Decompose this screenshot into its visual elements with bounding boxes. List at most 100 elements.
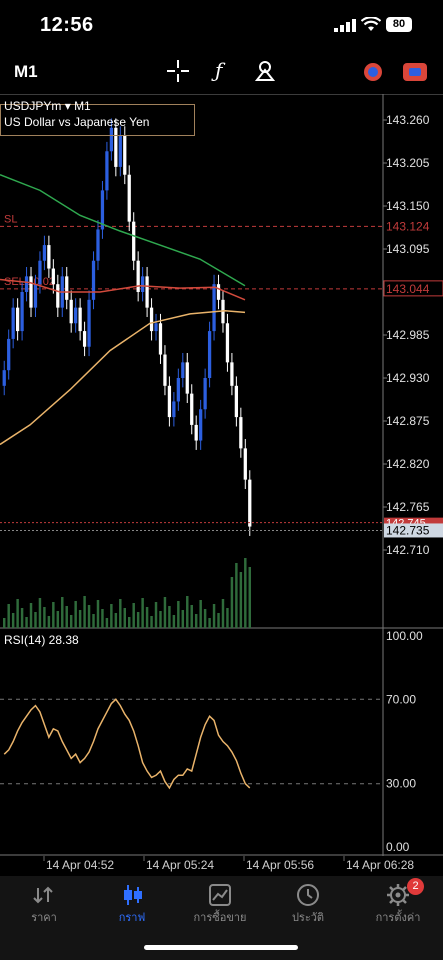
price-label: 143.095 <box>386 242 430 256</box>
candle-body <box>69 299 73 324</box>
volume-bar <box>11 613 15 628</box>
gear-icon <box>387 884 409 906</box>
time-label: 14 Apr 05:56 <box>246 858 315 872</box>
ma-green-line <box>0 174 246 287</box>
candle-body <box>51 268 55 285</box>
volume-bar <box>56 611 60 628</box>
status-time: 12:56 <box>40 14 94 36</box>
volume-bar <box>114 613 118 628</box>
volume-bar <box>186 596 189 628</box>
nav-history[interactable]: ประวัติ <box>264 882 352 926</box>
trade-panel-icon[interactable] <box>403 63 427 81</box>
candle-body <box>239 417 243 449</box>
candle-body <box>7 338 11 371</box>
candle-body <box>47 245 51 269</box>
candle-body <box>207 331 212 378</box>
price-label: 143.205 <box>386 156 430 170</box>
timeframe-button[interactable]: M1 <box>14 62 38 81</box>
volume-bar <box>123 608 126 628</box>
crosshair-icon[interactable] <box>167 60 189 82</box>
sl-label: SL <box>4 213 17 225</box>
volume-bar <box>65 606 68 628</box>
price-label: 142.765 <box>386 500 430 514</box>
volume-bar <box>235 563 238 628</box>
candle-body <box>185 362 189 394</box>
nav-trade[interactable]: การซื้อขาย <box>176 882 264 926</box>
volume-bar <box>110 604 113 628</box>
candle-body <box>158 323 163 355</box>
candle-body <box>234 385 239 418</box>
time-label: 14 Apr 05:24 <box>146 858 215 872</box>
candle-body <box>203 378 207 410</box>
price-label: 142.820 <box>386 457 430 471</box>
candle-body <box>225 323 230 363</box>
sl-price-box <box>384 219 443 234</box>
nav-settings[interactable]: การตั้งค่า <box>354 882 442 926</box>
volume-bar <box>105 618 109 628</box>
candle-body <box>118 135 122 167</box>
symbol-title: USDJPYm ▾ M1 <box>4 99 91 113</box>
candle-body <box>154 323 158 332</box>
volume-bar <box>78 610 82 628</box>
candle-body <box>163 354 167 386</box>
time-ticks <box>43 856 345 861</box>
candle-body <box>29 276 33 308</box>
current-price-box <box>384 523 443 538</box>
nav-chart[interactable]: กราฟ <box>88 882 176 926</box>
home-indicator[interactable] <box>144 945 298 950</box>
rsi-chart[interactable]: 100.00 70.00 30.00 0.00 <box>0 629 443 856</box>
volume-bar <box>212 604 216 628</box>
volume-bar <box>38 598 42 628</box>
volume-bar <box>61 597 64 628</box>
candle-body <box>87 299 91 347</box>
volume-bar <box>141 598 144 628</box>
volume-bar <box>128 617 131 628</box>
price-label: 143.260 <box>386 113 430 127</box>
volume-bar <box>154 602 158 628</box>
nav-quotes[interactable]: ราคา <box>0 882 88 926</box>
volume-bar <box>168 606 171 628</box>
settings-badge: 2 <box>407 878 424 895</box>
volume-bar <box>194 614 198 628</box>
volume-bar <box>96 600 100 628</box>
candle-body <box>65 276 69 300</box>
volume-bar <box>20 608 24 628</box>
indicators-icon[interactable]: ƒ <box>215 58 223 82</box>
rsi-tick-label: 30.00 <box>386 777 416 791</box>
candle-body <box>127 174 131 222</box>
candle-body <box>11 307 15 339</box>
candle-body <box>56 284 60 308</box>
nav-trade-label: การซื้อขาย <box>193 912 247 924</box>
trade-chart-icon <box>209 884 231 906</box>
volume-bar <box>172 615 176 628</box>
volume-bar <box>230 577 234 628</box>
candle-body <box>109 127 114 152</box>
price-chart[interactable]: 143.260143.205143.150143.095143.040142.9… <box>0 94 443 629</box>
rsi-line <box>3 698 251 790</box>
one-click-trading-icon[interactable] <box>362 61 384 83</box>
price-label: 142.875 <box>386 414 430 428</box>
candle-body <box>105 151 109 191</box>
candle-body <box>91 260 96 300</box>
price-label: 143.150 <box>386 199 430 213</box>
nav-quotes-label: ราคา <box>31 912 57 924</box>
battery-indicator: 80 <box>386 17 412 32</box>
bid-price-box <box>384 517 443 527</box>
candle-body <box>230 362 234 386</box>
volume-bar <box>74 601 77 628</box>
candle-body <box>78 307 82 332</box>
volume-bar <box>203 609 207 628</box>
volume-bar <box>7 604 10 628</box>
volume-bar <box>83 596 86 628</box>
ma-orange-line <box>0 310 246 446</box>
candle-body <box>194 424 198 441</box>
rsi-tick-label: 70.00 <box>386 692 416 706</box>
rsi-label: RSI(14) 28.38 <box>4 633 79 647</box>
wifi-icon <box>361 17 381 31</box>
volume-bar <box>163 597 167 628</box>
candle-body <box>167 385 172 418</box>
history-clock-icon <box>297 884 319 906</box>
objects-icon[interactable] <box>254 59 278 83</box>
candle-body <box>74 307 78 324</box>
volume-bar <box>199 600 202 628</box>
